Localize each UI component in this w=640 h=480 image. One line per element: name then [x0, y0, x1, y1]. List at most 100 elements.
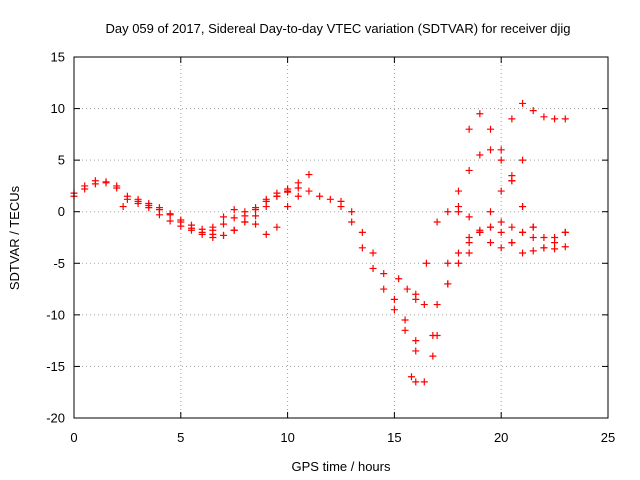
data-point: [369, 264, 377, 272]
data-point: [348, 218, 356, 226]
data-point: [454, 208, 462, 216]
data-point: [487, 208, 495, 216]
data-point: [551, 234, 559, 241]
data-point: [487, 223, 495, 231]
grid-layer: [74, 57, 608, 418]
data-point: [241, 218, 249, 226]
data-point: [403, 285, 411, 293]
data-point: [294, 192, 302, 200]
data-point: [497, 228, 505, 236]
series-sat-b: [70, 177, 302, 241]
x-tick-label: 5: [177, 430, 184, 445]
data-point: [529, 223, 537, 231]
data-point: [81, 182, 89, 190]
data-point: [395, 275, 403, 283]
data-point: [187, 221, 195, 229]
data-point: [390, 295, 398, 303]
data-point: [561, 115, 569, 123]
data-point: [358, 228, 366, 236]
data-point: [284, 187, 292, 195]
data-point: [487, 125, 495, 133]
series-sat-g: [395, 275, 428, 309]
ticks-layer: -20 -15 -10 -5 0 5 10 15 0 5 10 15 20 25: [46, 50, 615, 446]
data-point: [230, 206, 238, 214]
data-point: [113, 182, 121, 190]
data-point: [497, 218, 505, 226]
data-point: [145, 199, 153, 207]
x-tick-label: 0: [70, 430, 77, 445]
data-point: [412, 347, 420, 355]
data-point: [497, 187, 505, 195]
data-point: [119, 203, 127, 211]
chart-title: Day 059 of 2017, Sidereal Day-to-day VTE…: [105, 21, 570, 36]
data-point: [273, 192, 281, 200]
data-point: [380, 285, 388, 293]
data-point: [508, 239, 516, 247]
data-point: [429, 352, 437, 360]
data-point: [465, 249, 473, 257]
data-point: [519, 249, 527, 257]
data-point: [429, 331, 437, 339]
data-point: [305, 171, 313, 179]
data-point: [420, 378, 428, 386]
data-point: [220, 220, 228, 228]
data-point: [444, 208, 452, 216]
x-tick-label: 25: [601, 430, 615, 445]
data-point: [380, 270, 388, 278]
data-point: [316, 192, 324, 200]
data-point: [177, 216, 185, 224]
data-point: [487, 146, 495, 154]
data-point: [284, 203, 292, 211]
series-sat-f: [337, 197, 420, 345]
data-point: [497, 244, 505, 252]
data-point: [529, 247, 537, 255]
data-point: [337, 197, 345, 205]
data-point: [166, 210, 174, 218]
x-tick-label: 20: [494, 430, 508, 445]
data-point: [420, 301, 428, 309]
data-point: [241, 212, 249, 220]
data-point: [198, 225, 206, 233]
data-point: [230, 226, 238, 234]
data-point: [412, 337, 420, 345]
data-point: [102, 178, 110, 186]
data-point: [252, 212, 260, 220]
data-point: [497, 156, 505, 164]
data-point: [444, 280, 452, 288]
data-point: [561, 228, 569, 236]
series-sat-e: [305, 187, 420, 355]
y-tick-label: -5: [53, 256, 65, 271]
series-sat-j: [429, 146, 537, 339]
data-points: [70, 99, 569, 386]
y-tick-label: 10: [51, 101, 65, 116]
series-sat-n: [508, 99, 569, 123]
data-point: [422, 259, 430, 267]
data-point: [508, 223, 516, 231]
series-sat-d: [209, 187, 292, 239]
data-point: [369, 249, 377, 257]
data-point: [476, 110, 484, 118]
x-tick-label: 15: [387, 430, 401, 445]
data-point: [220, 213, 228, 221]
data-point: [155, 204, 163, 212]
series-sat-c: [119, 192, 302, 238]
data-point: [540, 234, 548, 241]
plot-frame: [73, 56, 609, 419]
data-point: [358, 244, 366, 252]
data-point: [444, 259, 452, 267]
data-point: [508, 115, 516, 123]
data-point: [262, 230, 270, 238]
data-point: [433, 218, 441, 226]
data-point: [401, 316, 409, 324]
data-point: [551, 245, 559, 253]
y-axis-label: SDTVAR / TECUs: [7, 185, 22, 290]
data-point: [155, 211, 163, 219]
data-point: [519, 99, 527, 107]
data-point: [487, 239, 495, 247]
data-point: [401, 326, 409, 334]
x-axis-label: GPS time / hours: [292, 459, 391, 474]
data-point: [123, 192, 131, 200]
data-point: [465, 213, 473, 221]
series-sat-m: [465, 156, 527, 257]
